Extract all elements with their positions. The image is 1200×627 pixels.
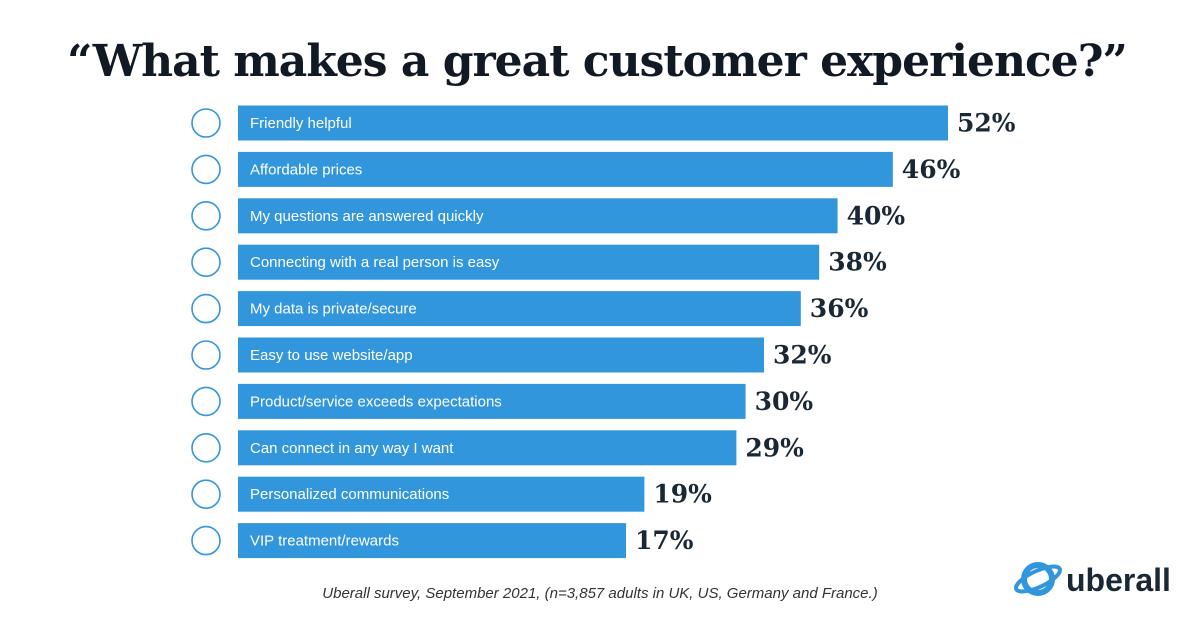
bar	[238, 523, 626, 559]
bar-label: Personalized communications	[250, 486, 449, 503]
icon	[191, 386, 221, 417]
icon	[191, 340, 221, 370]
value-label: 17%	[635, 526, 694, 555]
bar-label: Product/service exceeds expectations	[250, 393, 502, 410]
value-label: 52%	[957, 109, 1016, 138]
value-label: 40%	[847, 201, 906, 230]
bar	[238, 244, 820, 280]
value-label: 32%	[773, 341, 832, 370]
icon	[191, 247, 221, 278]
icon	[191, 108, 221, 138]
logo-mark	[1013, 562, 1063, 596]
bar-label: My data is private/secure	[250, 301, 417, 318]
icon	[191, 525, 221, 556]
bar-label: Easy to use website/app	[250, 347, 413, 364]
bar	[238, 198, 838, 234]
value-label: 30%	[755, 387, 814, 416]
bar-label: My questions are answered quickly	[250, 208, 484, 225]
bar-label: VIP treatment/rewards	[250, 533, 399, 550]
bar	[238, 105, 948, 141]
value-label: 36%	[810, 294, 869, 323]
bar-label: Connecting with a real person is easy	[250, 254, 500, 271]
bar-label: Friendly helpful	[250, 115, 352, 132]
source-note: Uberall survey, September 2021, (n=3,857…	[322, 585, 877, 602]
icon	[191, 432, 221, 463]
value-label: 29%	[745, 433, 804, 462]
icon	[191, 201, 221, 231]
bar-label: Affordable prices	[250, 161, 362, 178]
bar	[238, 383, 746, 419]
logo-text: uberall	[1066, 562, 1171, 598]
icon	[191, 154, 221, 185]
icon	[191, 479, 221, 510]
bar	[238, 291, 801, 327]
bar	[238, 337, 764, 373]
bar	[238, 151, 893, 187]
value-label: 46%	[902, 155, 961, 184]
value-label: 38%	[828, 248, 887, 277]
value-label: 19%	[653, 480, 712, 509]
bar-label: Can connect in any way I want	[250, 440, 454, 457]
chart-title: “What makes a great customer experience?…	[67, 36, 1127, 87]
bar	[238, 430, 737, 466]
icon	[191, 293, 221, 324]
bar	[238, 476, 645, 512]
